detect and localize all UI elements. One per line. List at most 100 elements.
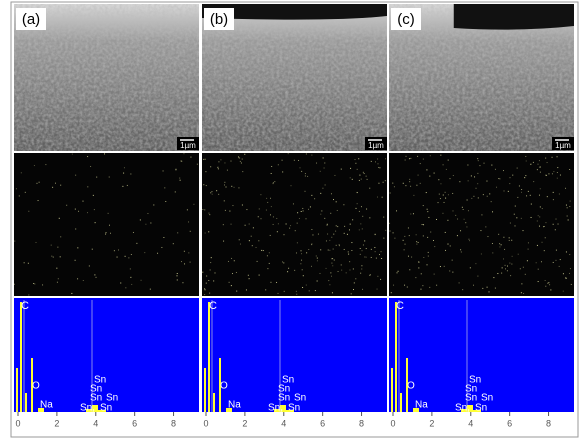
map-dot [552, 191, 554, 193]
map-dot [545, 174, 547, 176]
map-dot [522, 266, 524, 268]
map-dot [335, 244, 337, 246]
map-dot [540, 261, 542, 263]
map-dot [333, 199, 335, 201]
map-dot [439, 198, 441, 200]
map-dot [535, 262, 537, 264]
map-dot [37, 200, 39, 202]
map-dot [71, 292, 73, 294]
map-dot [316, 280, 318, 282]
map-dot [172, 243, 174, 245]
map-dot [390, 292, 392, 294]
map-dot [78, 210, 80, 212]
map-dot [311, 244, 313, 246]
map-dot [356, 168, 358, 170]
map-dot [335, 201, 337, 203]
map-dot [319, 272, 321, 274]
map-dot [59, 256, 61, 258]
map-dot [491, 243, 493, 245]
map-dot [520, 292, 522, 294]
map-dot [393, 186, 395, 188]
map-dot [314, 198, 316, 200]
map-dot [406, 286, 408, 288]
map-dot [179, 177, 181, 179]
map-dot [512, 174, 514, 176]
map-dot [443, 265, 445, 267]
eds-map [202, 153, 387, 296]
map-dot [477, 275, 479, 277]
map-dot [538, 225, 540, 227]
x-tick-label: 8 [359, 418, 364, 428]
map-dot [308, 290, 310, 292]
map-dot [345, 272, 347, 274]
map-dot [543, 225, 545, 227]
map-dot [429, 155, 431, 157]
map-dot [412, 213, 414, 215]
map-dot [123, 167, 125, 169]
map-dot [258, 240, 260, 242]
map-dot [75, 228, 77, 230]
map-dot [364, 256, 366, 258]
map-dot [562, 290, 564, 292]
map-dot [502, 258, 504, 260]
map-dot [251, 245, 253, 247]
map-dot [382, 181, 384, 183]
map-dot [486, 180, 488, 182]
map-dot [524, 177, 526, 179]
map-dot [28, 294, 30, 296]
map-dot [204, 289, 206, 291]
map-dot [381, 257, 383, 259]
map-dot [392, 182, 394, 184]
peak-label: O [32, 381, 40, 392]
map-dot [486, 286, 488, 288]
map-dot [409, 269, 411, 271]
map-dot [488, 291, 490, 293]
map-dot [520, 217, 522, 219]
peak-label: O [220, 381, 228, 392]
x-tick-label: 2 [429, 418, 434, 428]
map-dot [202, 271, 204, 273]
map-dot [499, 243, 501, 245]
map-dot [331, 292, 333, 294]
peak-label: Sn [100, 403, 112, 414]
map-dot [300, 211, 302, 213]
map-dot [553, 171, 555, 173]
map-dot [330, 212, 332, 214]
map-dot [546, 196, 548, 198]
map-dot [270, 206, 272, 208]
map-dot [556, 172, 558, 174]
map-dot [384, 180, 386, 182]
map-dot [277, 223, 279, 225]
map-dot [189, 230, 191, 232]
map-dot [324, 184, 326, 186]
map-dot [509, 222, 511, 224]
map-dot [369, 274, 371, 276]
map-dot [404, 235, 406, 237]
map-dot [477, 197, 479, 199]
map-dot [218, 161, 220, 163]
map-dot [206, 275, 208, 277]
map-dot [552, 223, 554, 225]
map-dot [205, 282, 207, 284]
map-dot [489, 193, 491, 195]
map-dot [213, 280, 215, 282]
map-dot [42, 284, 44, 286]
map-dot [552, 261, 554, 263]
map-dot [377, 158, 379, 160]
map-dot [460, 249, 462, 251]
map-dot [449, 270, 451, 272]
map-dot [311, 194, 313, 196]
map-dot [452, 271, 454, 273]
map-dot [56, 281, 58, 283]
map-dot [523, 292, 525, 294]
map-dot [33, 283, 35, 285]
map-dot [445, 197, 447, 199]
map-dot [427, 251, 429, 253]
map-dot [77, 278, 79, 280]
map-dot [290, 225, 292, 227]
map-dot [316, 260, 318, 262]
map-dot [420, 273, 422, 275]
map-dot [210, 262, 212, 264]
map-dot [421, 224, 423, 226]
map-dot [281, 159, 283, 161]
